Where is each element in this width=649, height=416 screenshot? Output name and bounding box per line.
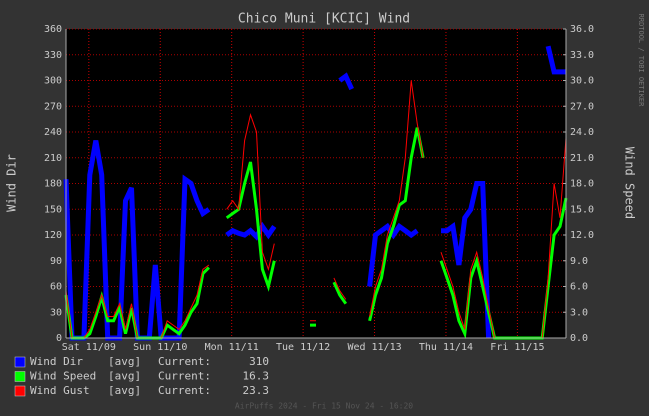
y2-axis-label: Wind Speed [623,147,637,219]
y-tick-label: 90 [50,256,62,267]
x-tick-label: Wed 11/13 [347,342,401,353]
legend-swatch [14,385,26,397]
y-tick-label: 360 [44,24,62,35]
legend-current-value: 310 [249,355,269,368]
y2-tick-label: 30.0 [570,76,594,87]
legend-swatch [14,371,26,382]
legend-cf: [avg] [108,370,141,383]
x-tick-label: Fri 11/15 [490,342,544,353]
x-tick-label: Sun 11/10 [133,342,187,353]
y-tick-label: 270 [44,101,62,112]
legend-cf: [avg] [108,355,141,368]
y2-tick-label: 9.0 [570,256,588,267]
y2-tick-label: 3.0 [570,307,588,318]
y2-tick-label: 15.0 [570,204,594,215]
y2-tick-label: 6.0 [570,282,588,293]
y2-tick-label: 12.0 [570,230,594,241]
y2-tick-label: 36.0 [570,24,594,35]
y-tick-label: 0 [56,333,62,344]
legend-cf: [avg] [108,384,141,397]
y-tick-label: 240 [44,127,62,138]
x-tick-label: Tue 11/12 [276,342,330,353]
x-tick-label: Sat 11/09 [62,342,116,353]
y-tick-label: 30 [50,307,62,318]
y2-tick-label: 21.0 [570,153,594,164]
y-axis-label: Wind Dir [5,154,19,212]
y2-tick-label: 18.0 [570,179,594,190]
y-tick-label: 60 [50,282,62,293]
legend-swatch [14,356,26,368]
y2-tick-label: 0.0 [570,333,588,344]
footer: AirPuffs 2024 - Fri 15 Nov 24 - 16:20 [235,402,413,411]
y-tick-label: 330 [44,50,62,61]
legend-current-label: Current: [158,384,211,397]
x-tick-label: Thu 11/14 [419,342,473,353]
y-tick-label: 150 [44,204,62,215]
chart-title: Chico Muni [KCIC] Wind [238,12,410,27]
y-tick-label: 210 [44,153,62,164]
y-tick-label: 120 [44,230,62,241]
y-tick-label: 300 [44,76,62,87]
watermark: RRDTOOL / TOBI OETIKER [637,14,645,108]
x-tick-label: Mon 11/11 [205,342,259,353]
legend-current-label: Current: [158,370,211,383]
y2-tick-label: 27.0 [570,101,594,112]
legend-label: Wind Speed [30,370,96,383]
y-tick-label: 180 [44,179,62,190]
y2-tick-label: 33.0 [570,50,594,61]
legend-label: Wind Dir [30,355,83,368]
legend-label: Wind Gust [30,384,90,397]
y2-tick-label: 24.0 [570,127,594,138]
legend-current-value: 23.3 [243,384,270,397]
legend-current-value: 16.3 [243,370,270,383]
legend-current-label: Current: [158,355,211,368]
